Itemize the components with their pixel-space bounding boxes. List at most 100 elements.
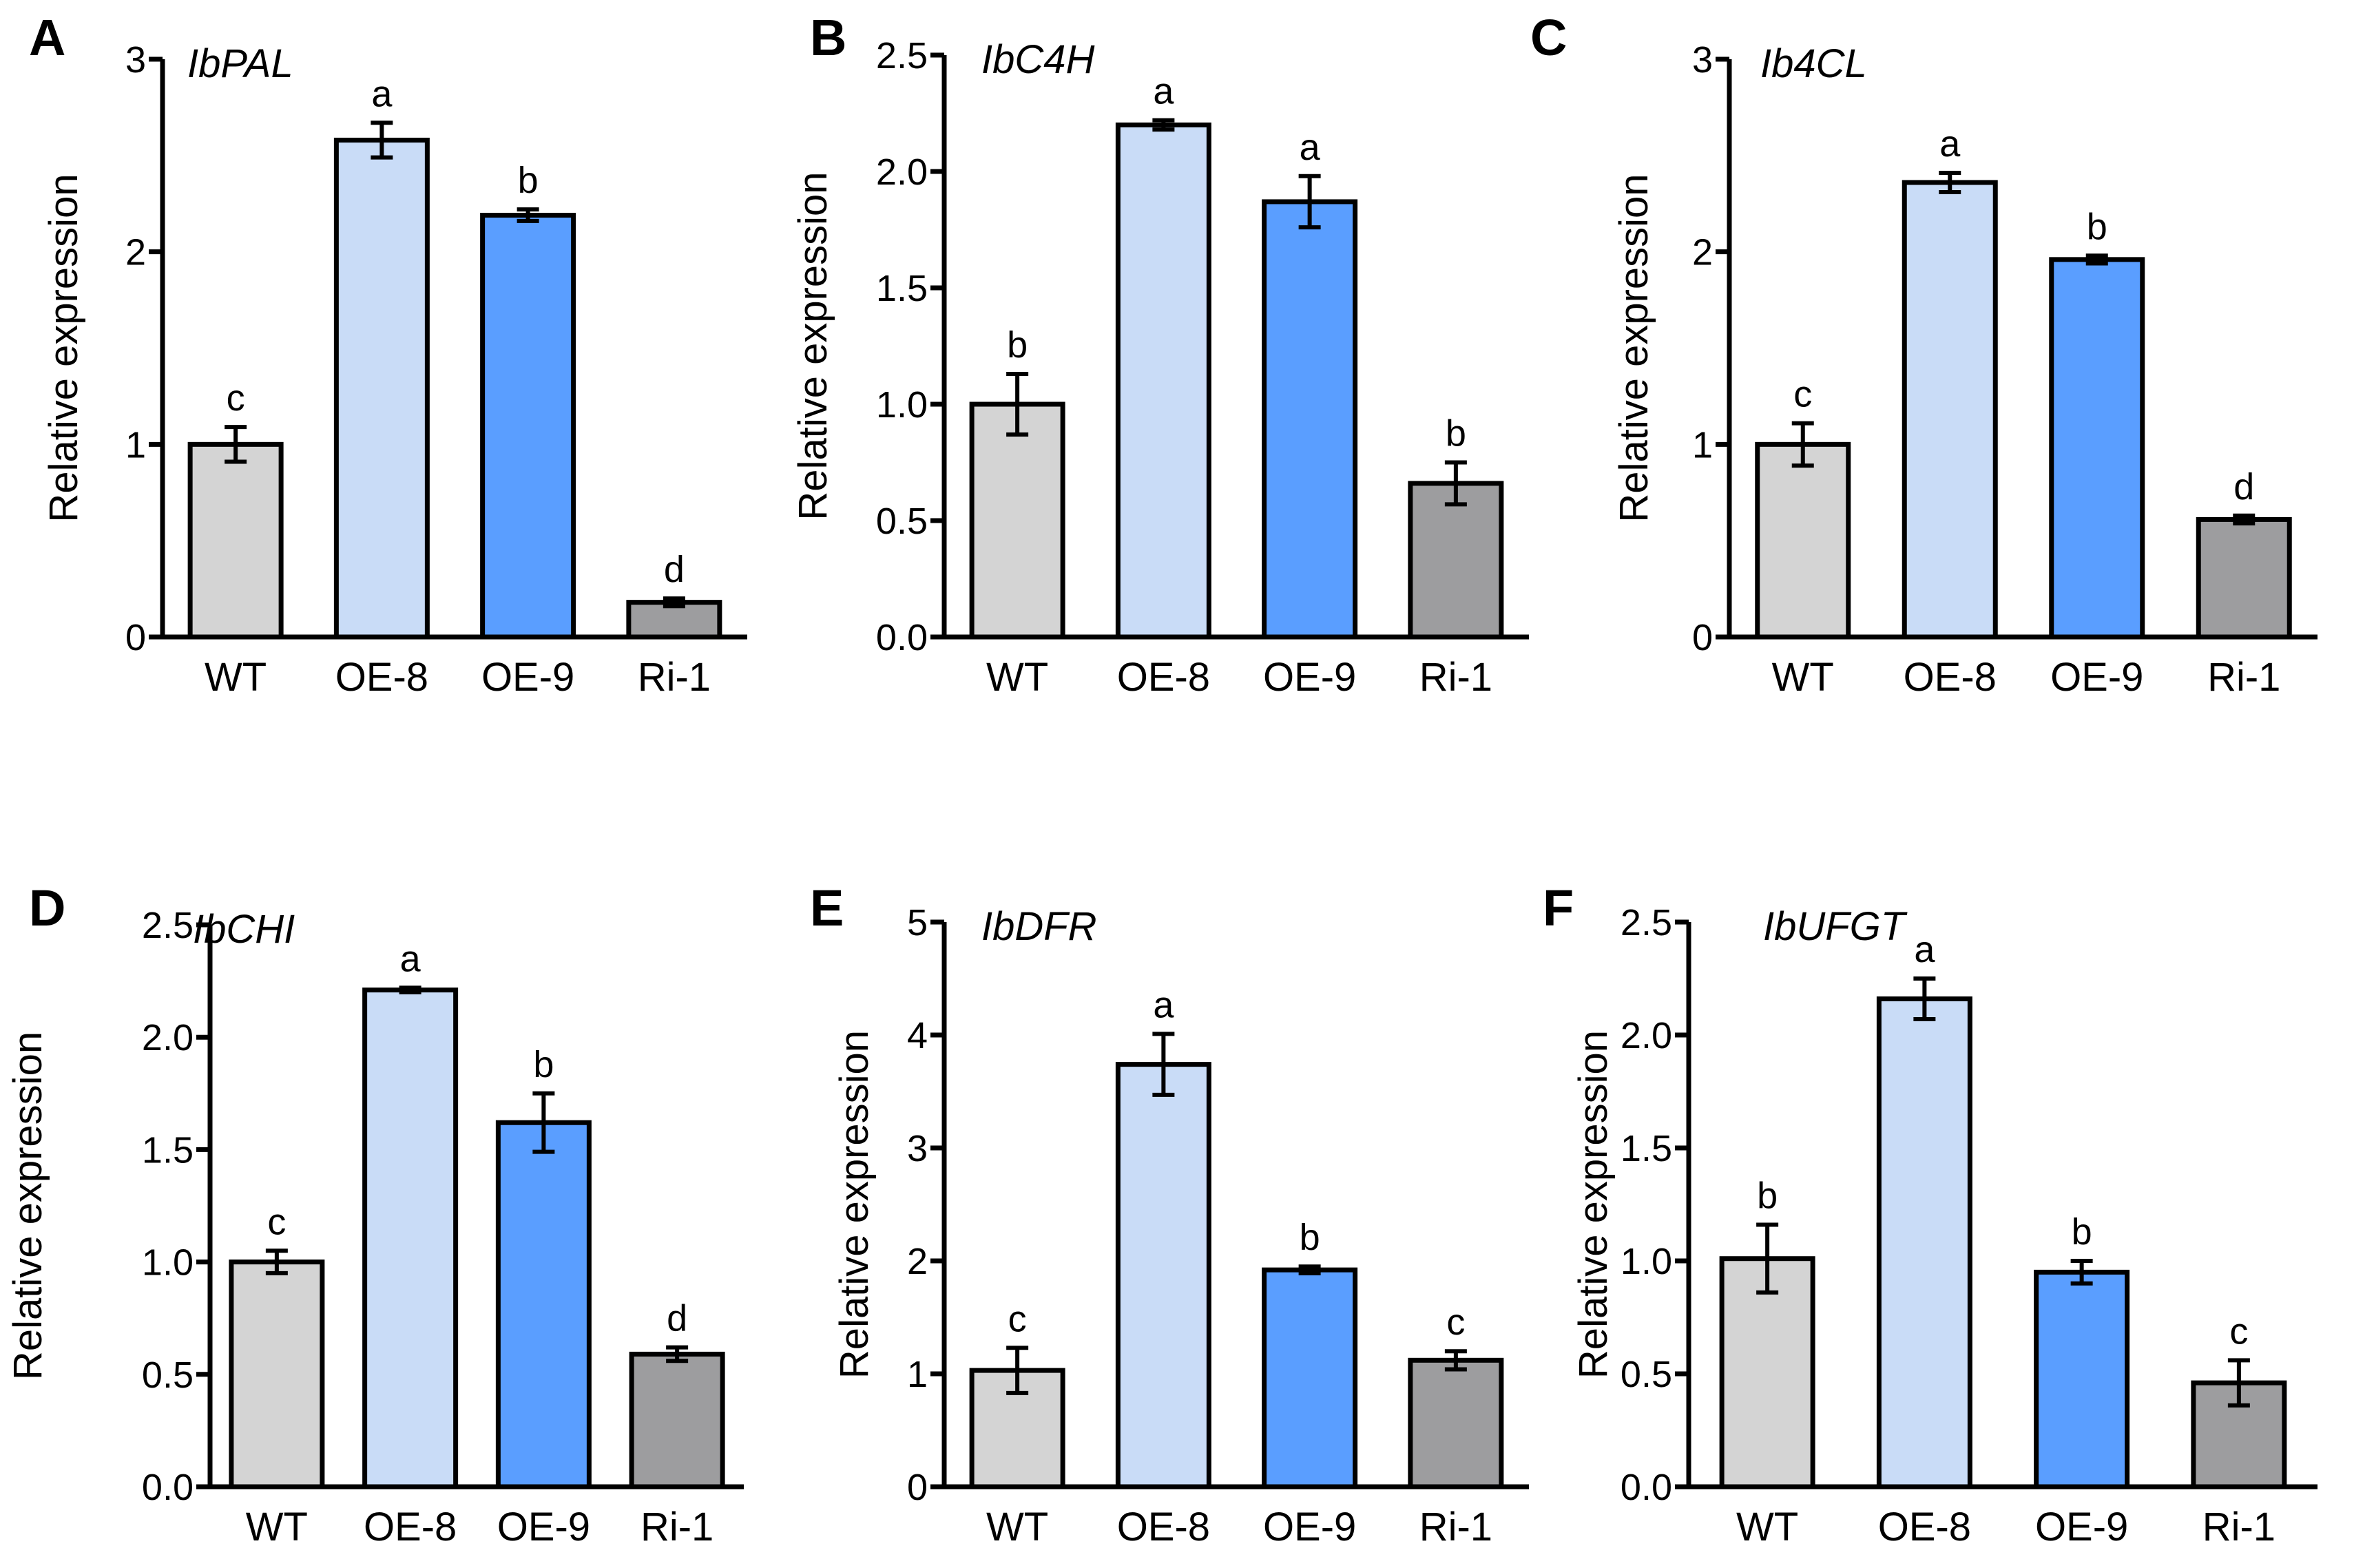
bar-wt: [229, 1259, 325, 1489]
bar-oe-9: [495, 1120, 592, 1489]
error-bar: [1791, 421, 1814, 468]
y-tick-label: 1: [125, 424, 146, 466]
significance-letter: c: [267, 1201, 286, 1242]
bar-oe-9: [2034, 1269, 2130, 1489]
x-tick-label: OE-8: [1117, 1505, 1210, 1549]
panel-a: A IbPAL Relative expression 0 1 2 3 c WT a OE-8 b OE…: [29, 9, 747, 700]
error-bar: [1444, 1349, 1467, 1372]
x-tick-label: OE-8: [1878, 1505, 1971, 1549]
y-tick-label: 2.0: [1621, 1015, 1672, 1056]
y-tick-label: 0.5: [142, 1355, 194, 1396]
panel-e: E IbDFR Relative expression 0 1 2 3 4 5 c WT a OE-8 b…: [810, 879, 1529, 1549]
y-tick-label: 2.5: [142, 905, 194, 946]
x-tick-label: WT: [986, 1505, 1048, 1549]
y-tick-label: 1.0: [1621, 1241, 1672, 1282]
error-bar: [2227, 1358, 2250, 1408]
significance-letter: b: [533, 1044, 554, 1085]
chart-title: IbDFR: [981, 904, 1097, 949]
y-tick-label: 2.0: [142, 1017, 194, 1058]
bar-oe-8: [1115, 1062, 1211, 1489]
y-axis-label: Relative expression: [1612, 174, 1656, 522]
error-bar: [1006, 1346, 1029, 1395]
significance-letter: b: [1446, 413, 1466, 454]
bar-ri-1: [1408, 1357, 1504, 1489]
y-tick-label: 4: [907, 1015, 928, 1056]
significance-letter: a: [400, 938, 421, 979]
x-tick-label: WT: [1772, 655, 1834, 700]
significance-letter: c: [1446, 1302, 1465, 1343]
x-tick-label: Ri-1: [1419, 1505, 1492, 1549]
bar-oe-8: [1876, 996, 1972, 1489]
chart-title: IbUFGT: [1763, 904, 1908, 949]
panel-f: F IbUFGT Relative expression 0.0 0.5 1.0 1.5 2.…: [1543, 879, 2317, 1549]
bar-oe-8: [1115, 122, 1211, 640]
significance-letter: a: [1914, 929, 1935, 970]
bar-wt: [969, 401, 1065, 640]
error-bar: [2233, 513, 2256, 525]
y-tick-label: 2: [125, 232, 146, 273]
error-bar: [225, 425, 247, 464]
bar-ri-1: [2196, 516, 2292, 640]
x-tick-label: WT: [246, 1505, 308, 1549]
y-tick-label: 2: [907, 1241, 928, 1282]
x-tick-label: OE-9: [481, 655, 574, 700]
significance-letter: a: [1939, 123, 1961, 165]
significance-letter: c: [227, 377, 245, 419]
chart-title: IbC4H: [981, 37, 1095, 82]
bar-oe-8: [1902, 180, 1998, 640]
bar-oe-9: [480, 213, 576, 640]
bar-wt: [969, 1368, 1065, 1489]
panel-letter: C: [1530, 9, 1567, 66]
x-tick-label: OE-9: [2035, 1505, 2128, 1549]
panel-letter: D: [29, 879, 65, 937]
x-tick-label: Ri-1: [2207, 655, 2280, 700]
error-bar: [532, 1091, 555, 1154]
y-tick-label: 1.0: [142, 1242, 194, 1284]
x-tick-label: WT: [986, 655, 1048, 700]
significance-letter: b: [2072, 1211, 2092, 1253]
significance-letter: b: [518, 160, 539, 201]
significance-letter: b: [1007, 324, 1028, 366]
x-tick-label: OE-8: [335, 655, 428, 700]
x-tick-label: Ri-1: [640, 1505, 714, 1549]
y-tick-label: 1.0: [876, 384, 928, 426]
y-tick-label: 2: [1692, 232, 1713, 273]
y-axis-label: Relative expression: [832, 1030, 877, 1379]
significance-letter: b: [2087, 206, 2107, 247]
error-bar: [1939, 171, 1961, 194]
error-bar: [2085, 253, 2108, 266]
y-tick-label: 0.5: [1621, 1354, 1672, 1395]
y-tick-label: 5: [907, 902, 928, 943]
panel-letter: A: [29, 9, 65, 66]
y-tick-label: 3: [907, 1128, 928, 1169]
x-tick-label: OE-8: [364, 1505, 457, 1549]
y-tick-label: 0: [907, 1467, 928, 1508]
x-tick-label: WT: [1736, 1505, 1798, 1549]
significance-letter: d: [664, 549, 685, 590]
y-tick-label: 0.0: [876, 617, 928, 658]
x-tick-label: OE-9: [1263, 1505, 1356, 1549]
bar-oe-9: [2049, 257, 2145, 640]
panel-letter: F: [1543, 879, 1574, 937]
y-tick-label: 1: [1692, 424, 1713, 466]
error-bar: [1913, 976, 1936, 1022]
error-bar: [1152, 118, 1175, 132]
error-bar: [1444, 460, 1467, 507]
x-tick-label: OE-9: [497, 1505, 590, 1549]
y-tick-label: 1.5: [876, 268, 928, 309]
significance-letter: b: [1300, 1217, 1320, 1258]
panel-letter: B: [810, 9, 846, 66]
significance-letter: b: [1757, 1175, 1778, 1217]
y-tick-label: 0.0: [1621, 1467, 1672, 1508]
bar-ri-1: [1408, 481, 1504, 640]
significance-letter: a: [1153, 71, 1174, 112]
error-bar: [663, 596, 685, 609]
x-tick-label: OE-8: [1117, 655, 1210, 700]
y-tick-label: 0: [125, 617, 146, 658]
y-tick-label: 3: [1692, 39, 1713, 81]
y-axis-label: Relative expression: [1571, 1030, 1616, 1379]
error-bar: [1152, 1032, 1175, 1097]
significance-letter: d: [667, 1298, 687, 1339]
